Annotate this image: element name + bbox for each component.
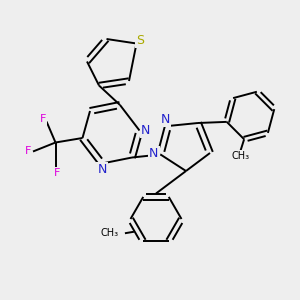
Text: CH₃: CH₃: [101, 228, 119, 238]
Text: N: N: [97, 163, 107, 176]
Text: S: S: [136, 34, 144, 47]
Text: N: N: [141, 124, 150, 137]
Text: F: F: [24, 146, 31, 157]
Text: N: N: [149, 146, 159, 160]
Text: F: F: [54, 168, 60, 178]
Text: F: F: [40, 114, 46, 124]
Text: CH₃: CH₃: [232, 151, 250, 161]
Text: N: N: [160, 113, 170, 126]
